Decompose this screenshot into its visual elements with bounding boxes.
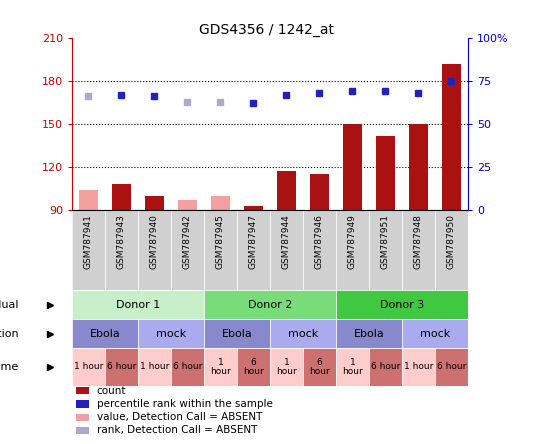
Bar	[270, 319, 336, 349]
Bar	[72, 210, 105, 290]
Text: GSM787942: GSM787942	[183, 214, 192, 269]
Bar	[310, 174, 328, 210]
Bar	[76, 413, 88, 421]
Text: GSM787946: GSM787946	[315, 214, 324, 269]
Bar	[171, 210, 204, 290]
Bar	[336, 210, 369, 290]
Text: 1
hour: 1 hour	[210, 357, 231, 377]
Bar	[204, 349, 237, 385]
Text: 1 hour: 1 hour	[404, 362, 433, 372]
Bar	[76, 387, 88, 394]
Text: GSM787943: GSM787943	[117, 214, 126, 269]
Text: 6 hour: 6 hour	[371, 362, 400, 372]
Bar	[105, 210, 138, 290]
Text: 1 hour: 1 hour	[74, 362, 103, 372]
Text: GSM787950: GSM787950	[447, 214, 456, 270]
Text: GSM787948: GSM787948	[414, 214, 423, 269]
Text: Ebola: Ebola	[222, 329, 252, 339]
Text: GSM787951: GSM787951	[381, 214, 390, 270]
Bar	[442, 63, 461, 210]
Bar	[204, 210, 237, 290]
Text: infection: infection	[0, 329, 19, 339]
Text: count: count	[96, 386, 126, 396]
Bar	[369, 349, 402, 385]
Bar	[76, 427, 88, 434]
Bar	[402, 210, 435, 290]
Bar	[138, 349, 171, 385]
Bar	[212, 196, 230, 210]
Bar	[343, 124, 361, 210]
Bar	[270, 349, 303, 385]
Bar	[72, 319, 138, 349]
Bar	[303, 210, 336, 290]
Text: 1 hour: 1 hour	[140, 362, 169, 372]
Bar	[138, 210, 171, 290]
Bar	[402, 349, 435, 385]
Text: mock: mock	[288, 329, 318, 339]
Bar	[303, 349, 336, 385]
Bar	[376, 135, 394, 210]
Bar	[336, 349, 369, 385]
Bar	[402, 319, 468, 349]
Text: GSM787947: GSM787947	[249, 214, 258, 269]
Text: mock: mock	[156, 329, 186, 339]
Text: GSM787940: GSM787940	[150, 214, 159, 269]
Bar	[270, 210, 303, 290]
Text: 6 hour: 6 hour	[107, 362, 136, 372]
Text: 6
hour: 6 hour	[309, 357, 330, 377]
Text: rank, Detection Call = ABSENT: rank, Detection Call = ABSENT	[96, 425, 257, 436]
Text: GSM787945: GSM787945	[216, 214, 225, 269]
Text: GSM787949: GSM787949	[348, 214, 357, 269]
Bar	[79, 190, 98, 210]
Text: GSM787944: GSM787944	[282, 214, 291, 269]
Bar	[245, 206, 263, 210]
Bar	[435, 210, 468, 290]
Bar	[72, 349, 105, 385]
Text: Donor 1: Donor 1	[116, 300, 160, 309]
Bar	[76, 400, 88, 408]
Bar	[277, 171, 295, 210]
Bar	[237, 210, 270, 290]
Text: individual: individual	[0, 300, 19, 309]
Bar	[179, 200, 197, 210]
Bar	[204, 319, 270, 349]
Bar	[336, 319, 402, 349]
Bar	[435, 349, 468, 385]
Text: Ebola: Ebola	[90, 329, 120, 339]
Bar	[409, 124, 427, 210]
Bar	[112, 184, 131, 210]
Text: mock: mock	[420, 329, 450, 339]
Bar	[105, 349, 138, 385]
Bar	[171, 349, 204, 385]
Text: 1
hour: 1 hour	[276, 357, 297, 377]
Text: 6 hour: 6 hour	[173, 362, 202, 372]
Text: Donor 3: Donor 3	[380, 300, 424, 309]
Text: percentile rank within the sample: percentile rank within the sample	[96, 399, 272, 409]
Bar	[336, 290, 468, 319]
Text: 1
hour: 1 hour	[342, 357, 363, 377]
Text: Ebola: Ebola	[353, 329, 384, 339]
Bar	[237, 349, 270, 385]
Text: Donor 2: Donor 2	[248, 300, 292, 309]
Bar	[369, 210, 402, 290]
Text: GDS4356 / 1242_at: GDS4356 / 1242_at	[199, 23, 334, 37]
Text: value, Detection Call = ABSENT: value, Detection Call = ABSENT	[96, 412, 262, 422]
Text: GSM787941: GSM787941	[84, 214, 93, 269]
Bar	[146, 196, 164, 210]
Bar	[72, 290, 204, 319]
Text: 6
hour: 6 hour	[243, 357, 264, 377]
Text: time: time	[0, 362, 19, 372]
Bar	[204, 290, 336, 319]
Bar	[138, 319, 204, 349]
Text: 6 hour: 6 hour	[437, 362, 466, 372]
